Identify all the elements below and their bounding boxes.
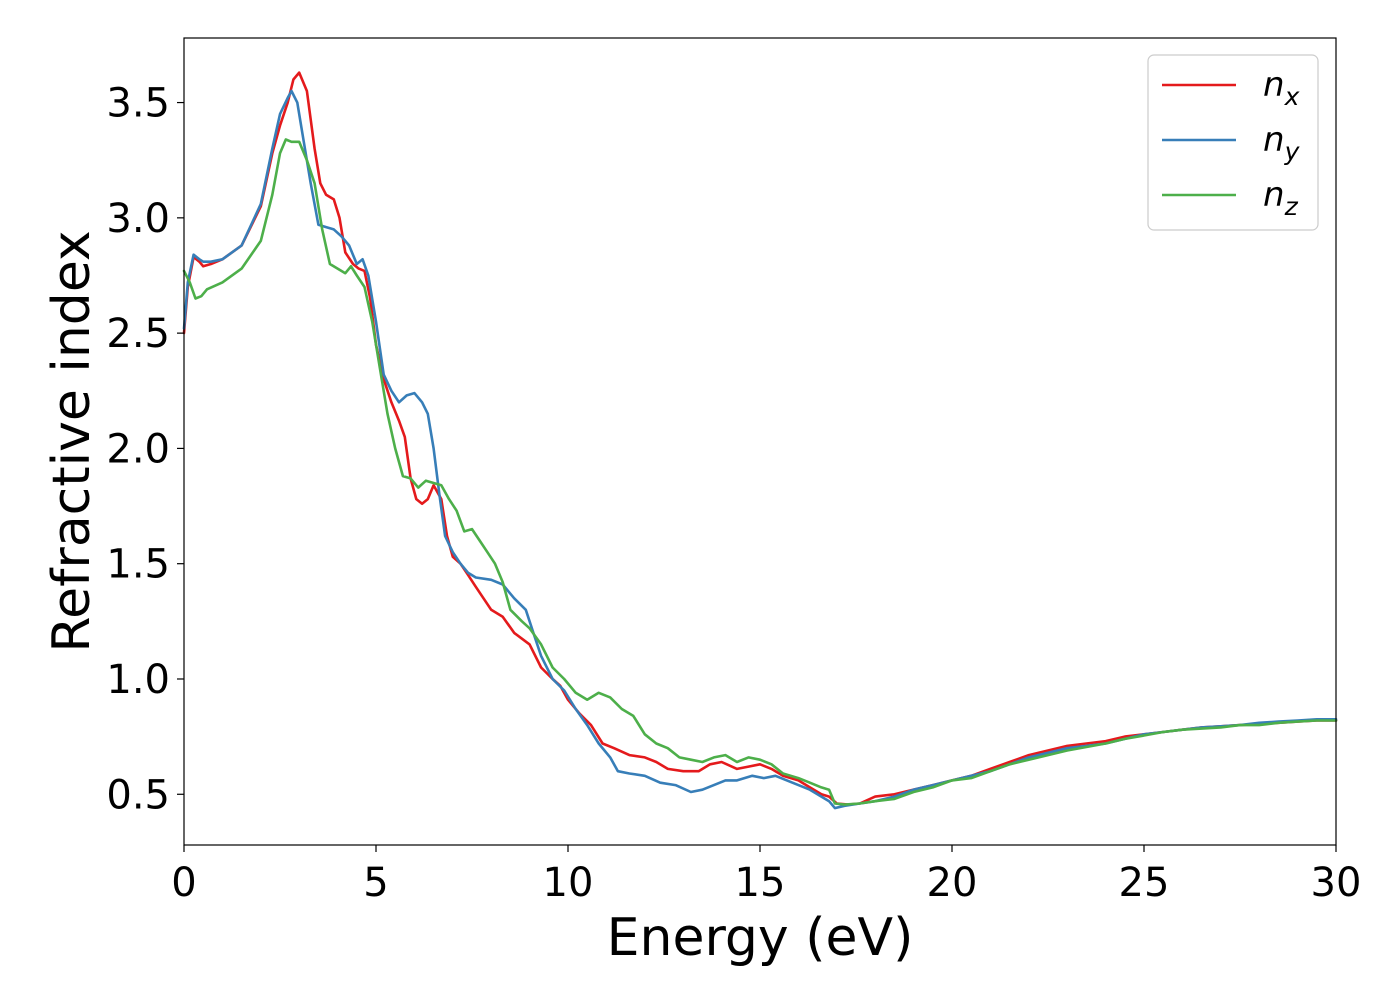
legend-label-ny: ny	[1263, 120, 1301, 166]
legend-label-subscript: x	[1284, 82, 1300, 111]
series-layer	[182, 71, 1338, 810]
y-tick-label: 1.0	[106, 657, 170, 703]
legend-label-base: n	[1263, 120, 1285, 160]
legend-box	[1147, 54, 1319, 231]
series-line-ny	[182, 89, 1338, 810]
legend-label-base: n	[1263, 65, 1285, 105]
x-tick-label: 20	[927, 860, 978, 906]
x-tick-label: 0	[171, 860, 196, 906]
x-tick-label: 5	[363, 860, 388, 906]
x-axis-label: Energy (eV)	[607, 908, 914, 968]
y-tick-label: 2.5	[106, 311, 170, 357]
y-tick-label: 1.5	[106, 542, 170, 588]
y-tick-label: 2.0	[106, 426, 170, 472]
series-line-nx	[182, 71, 1338, 806]
legend-label-nz: nz	[1263, 175, 1299, 221]
x-axis-ticks: 0 5 10 15 20 25 30	[171, 845, 1361, 906]
y-axis-ticks: 0.5 1.0 1.5 2.0 2.5 3.0 3.5	[106, 81, 184, 818]
x-tick-label: 25	[1119, 860, 1170, 906]
x-tick-label: 10	[543, 860, 594, 906]
y-tick-label: 3.0	[106, 196, 170, 242]
y-tick-label: 0.5	[106, 772, 170, 818]
x-tick-label: 30	[1311, 860, 1362, 906]
legend-label-base: n	[1263, 175, 1285, 215]
legend-label-nx: nx	[1263, 65, 1300, 111]
y-axis-label: Refractive index	[42, 230, 102, 652]
y-tick-label: 3.5	[106, 81, 170, 127]
x-tick-label: 15	[735, 860, 786, 906]
series-line-nz	[182, 138, 1338, 806]
legend-label-subscript: z	[1284, 192, 1299, 221]
legend-label-subscript: y	[1284, 137, 1301, 166]
